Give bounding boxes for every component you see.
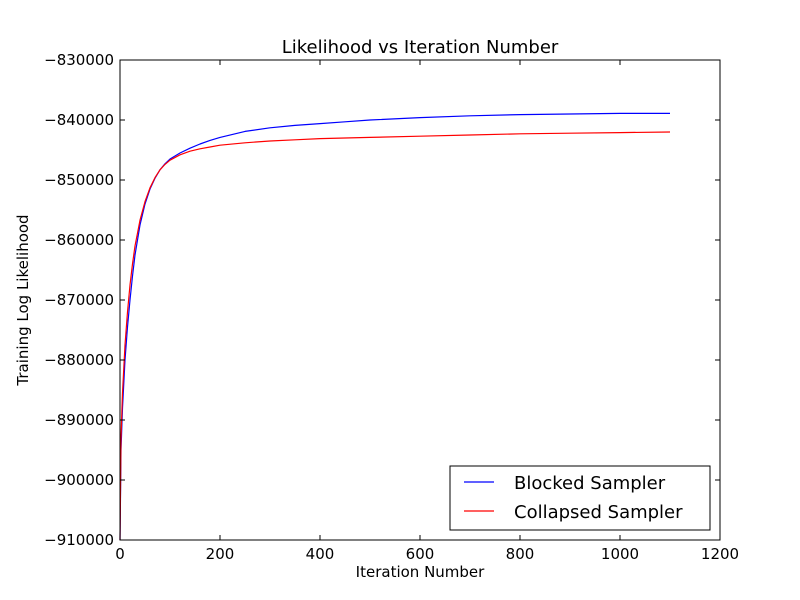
- series-line-collapsed-sampler: [119, 131, 671, 541]
- y-tick-label: −900000: [44, 471, 114, 489]
- y-axis-label: Training Log Likelihood: [14, 214, 32, 386]
- x-tick-label: 1000: [601, 545, 639, 563]
- x-tick-label: 600: [406, 545, 435, 563]
- y-tick-label: −910000: [44, 531, 114, 549]
- y-tick-label: −890000: [44, 411, 114, 429]
- y-tick-label: −860000: [44, 231, 114, 249]
- x-tick-label: 200: [206, 545, 235, 563]
- y-axis-ticks: −910000 −900000 −890000 −880000 −870000 −8600…: [44, 51, 720, 549]
- x-tick-label: 800: [506, 545, 535, 563]
- legend-label-blocked: Blocked Sampler: [514, 473, 666, 494]
- chart-title: Likelihood vs Iteration Number: [282, 37, 559, 58]
- x-tick-label: 400: [306, 545, 335, 563]
- y-tick-label: −830000: [44, 51, 114, 69]
- x-tick-label: 1200: [701, 545, 739, 563]
- legend-label-collapsed: Collapsed Sampler: [514, 502, 683, 523]
- y-tick-label: −870000: [44, 291, 114, 309]
- legend: Blocked Sampler Collapsed Sampler: [449, 465, 711, 531]
- y-tick-label: −840000: [44, 111, 114, 129]
- series-line-blocked-sampler: [119, 112, 670, 541]
- series-layer: [119, 112, 671, 541]
- x-axis-ticks: 0 200 400 600 800 1000 1200: [115, 60, 739, 563]
- x-tick-label: 0: [115, 545, 125, 563]
- legend-box: [449, 465, 711, 531]
- y-tick-label: −880000: [44, 351, 114, 369]
- y-tick-label: −850000: [44, 171, 114, 189]
- x-axis-label: Iteration Number: [356, 563, 485, 581]
